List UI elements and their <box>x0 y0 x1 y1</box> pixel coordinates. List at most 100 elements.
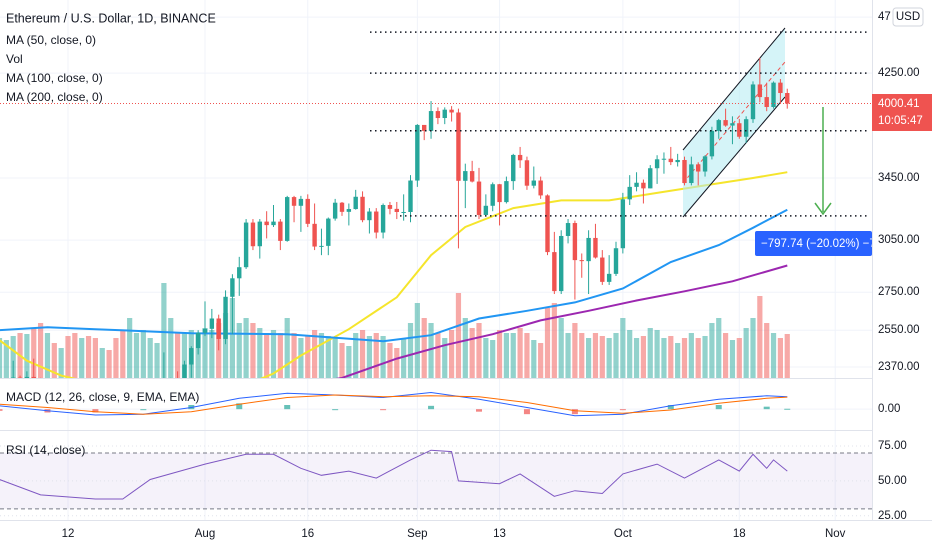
volume-bar <box>38 323 44 378</box>
candle-body <box>463 171 468 181</box>
ma-layer <box>0 171 788 378</box>
candle-body <box>593 237 598 258</box>
macd-histogram <box>571 409 578 415</box>
candle-body <box>709 130 715 157</box>
volume-bar <box>277 333 283 378</box>
rsi-layer <box>0 445 872 517</box>
moving-average <box>335 264 788 378</box>
candle-body <box>360 196 365 221</box>
candle-body <box>565 223 571 236</box>
moving-average <box>0 171 788 378</box>
candle-body <box>730 123 735 126</box>
volume-bar <box>325 336 331 378</box>
candle-body <box>45 417 49 424</box>
macd-histogram <box>92 409 99 413</box>
volume-bar <box>106 350 112 378</box>
candle-body <box>682 159 687 184</box>
candle-body <box>353 196 358 210</box>
macd-histogram <box>523 409 530 415</box>
candle-body <box>380 205 386 233</box>
volume-bar <box>58 348 64 378</box>
candle-body <box>305 198 310 224</box>
rsi-tick-label: 75.00 <box>878 440 907 452</box>
rsi-tick-label: 25.00 <box>878 510 907 522</box>
volume-bar <box>284 318 290 378</box>
macd-line <box>0 391 788 417</box>
volume-bar <box>264 333 270 378</box>
x-tick-label: 18 <box>733 528 746 540</box>
candle-body <box>579 260 584 262</box>
macd-layer <box>0 391 791 417</box>
volume-bar <box>538 343 544 378</box>
candle-body <box>257 221 262 247</box>
x-tick-label: Aug <box>195 528 215 540</box>
candle-body <box>531 180 536 186</box>
volume-bar <box>44 333 51 378</box>
volume-bar <box>373 333 379 378</box>
target-arrowhead <box>814 202 832 216</box>
macd-histogram <box>428 405 435 410</box>
candle-body <box>339 202 345 212</box>
volume-bar <box>0 338 3 378</box>
candle-body <box>155 407 159 408</box>
volume-bar <box>133 333 140 378</box>
volume-bar <box>592 333 599 378</box>
volume-bar <box>565 333 571 378</box>
volume-bar <box>668 336 674 378</box>
volume-bar <box>51 343 57 378</box>
volume-bar <box>298 338 304 378</box>
volume-bar <box>654 330 660 378</box>
volume-bar <box>729 340 736 378</box>
currency-box[interactable] <box>892 7 924 27</box>
macd-histogram <box>0 409 3 411</box>
volume-bar <box>407 323 414 378</box>
candle-body <box>634 182 639 187</box>
volume-bar <box>579 333 585 378</box>
volume-bar <box>435 333 441 378</box>
volume-bar <box>647 328 653 378</box>
currency[interactable]: USD <box>896 11 920 23</box>
candle-body <box>312 223 317 247</box>
candle-body <box>661 158 667 160</box>
signal-line <box>0 394 788 415</box>
volume-bar <box>10 336 16 378</box>
volume-bar <box>257 328 263 378</box>
candle-body <box>175 382 179 383</box>
y-tick-label: 2550.00 <box>878 324 920 336</box>
volume-bar <box>613 333 619 378</box>
volume-bar <box>558 318 564 378</box>
candle-body <box>230 278 235 297</box>
x-tick-label: 16 <box>301 528 314 540</box>
volume-bar <box>599 336 605 378</box>
candle-body <box>600 257 605 282</box>
volume-bar <box>702 336 708 378</box>
volume-bar <box>551 303 557 378</box>
candle-body <box>750 84 756 120</box>
volume-bar <box>496 330 503 378</box>
level-layer <box>0 31 872 217</box>
candle-body <box>387 205 393 209</box>
candle-body <box>654 159 660 169</box>
volume-bar <box>92 338 98 378</box>
volume-bar <box>695 338 701 378</box>
legend-ma50: MA (50, close, 0) <box>6 33 96 47</box>
volume-bar <box>709 323 715 378</box>
candle-body <box>504 181 509 203</box>
volume-bar <box>202 328 208 378</box>
volume-bar <box>462 318 468 378</box>
macd-histogram <box>784 408 791 410</box>
macd-tick-label: 0.00 <box>878 403 900 415</box>
volume-bar <box>544 308 551 378</box>
volume-bar <box>757 296 763 378</box>
candle-body <box>469 171 475 182</box>
candle-body <box>141 422 145 446</box>
volume-bar <box>380 336 386 378</box>
candle-body <box>737 123 742 137</box>
volume-bar <box>120 330 126 378</box>
volume-bar <box>750 318 756 378</box>
candle-body <box>648 168 653 189</box>
candle-body <box>675 159 680 163</box>
candle-body <box>195 332 201 349</box>
volume-bar <box>216 323 222 378</box>
